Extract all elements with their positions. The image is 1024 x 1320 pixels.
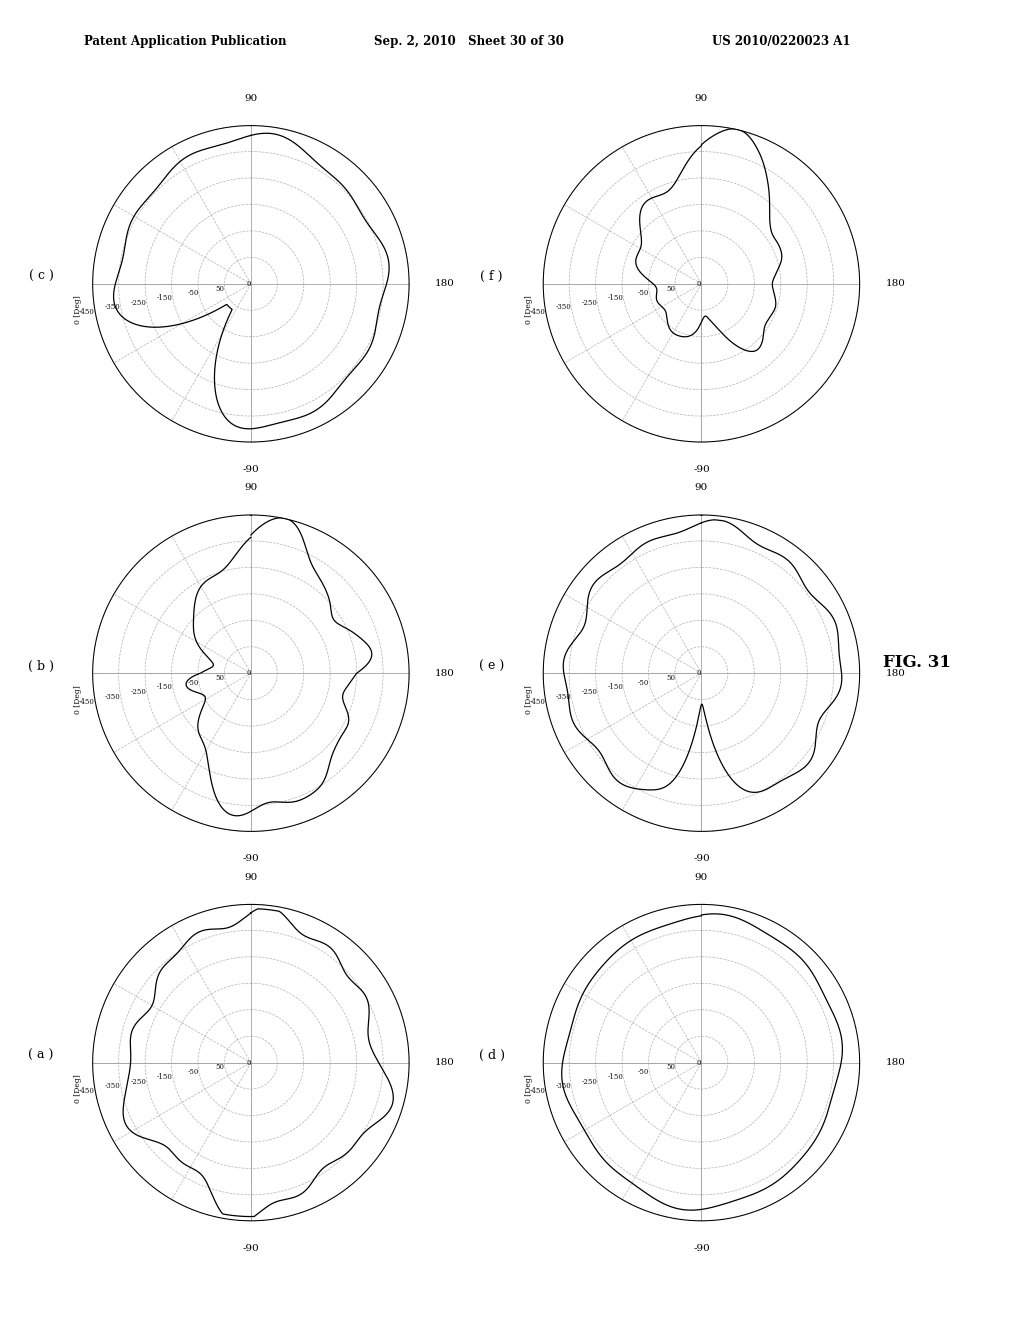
Text: -50: -50: [187, 678, 199, 686]
Text: 50: 50: [216, 285, 225, 293]
Text: 180: 180: [886, 669, 905, 677]
Text: 90: 90: [695, 873, 708, 882]
Text: 90: 90: [245, 483, 257, 492]
Text: -150: -150: [157, 1073, 173, 1081]
Text: -450: -450: [79, 1086, 95, 1096]
Text: -250: -250: [131, 688, 146, 696]
Text: -50: -50: [638, 1068, 649, 1076]
Text: -90: -90: [243, 854, 259, 863]
Text: -250: -250: [131, 1077, 146, 1085]
Text: -50: -50: [187, 1068, 199, 1076]
Text: -450: -450: [79, 308, 95, 317]
Text: -50: -50: [638, 289, 649, 297]
Text: FIG. 31: FIG. 31: [883, 653, 950, 671]
Text: 90: 90: [245, 94, 257, 103]
Text: 0: 0: [697, 669, 701, 677]
Text: -150: -150: [157, 684, 173, 692]
Text: -350: -350: [556, 693, 571, 701]
Text: ( f ): ( f ): [480, 271, 503, 284]
Text: -350: -350: [556, 304, 571, 312]
Text: 50: 50: [667, 1064, 676, 1072]
Text: -250: -250: [582, 298, 597, 306]
Text: 90: 90: [695, 483, 708, 492]
Text: -90: -90: [693, 1243, 710, 1253]
Text: -150: -150: [607, 1073, 624, 1081]
Text: 90: 90: [245, 873, 257, 882]
Text: 0: 0: [247, 1059, 251, 1067]
Text: -90: -90: [243, 465, 259, 474]
Text: -90: -90: [693, 854, 710, 863]
Text: -350: -350: [556, 1082, 571, 1090]
Text: 0 [Deg]: 0 [Deg]: [75, 1074, 82, 1104]
Text: -150: -150: [607, 294, 624, 302]
Text: -90: -90: [243, 1243, 259, 1253]
Text: -250: -250: [582, 1077, 597, 1085]
Text: 180: 180: [886, 1059, 905, 1067]
Text: 0 [Deg]: 0 [Deg]: [525, 685, 532, 714]
Text: 50: 50: [667, 675, 676, 682]
Text: ( e ): ( e ): [479, 660, 504, 673]
Text: -350: -350: [105, 304, 121, 312]
Text: 0: 0: [697, 280, 701, 288]
Text: Patent Application Publication: Patent Application Publication: [84, 34, 287, 48]
Text: 180: 180: [435, 280, 455, 288]
Text: 0: 0: [247, 280, 251, 288]
Text: US 2010/0220023 A1: US 2010/0220023 A1: [712, 34, 850, 48]
Text: -250: -250: [131, 298, 146, 306]
Text: -50: -50: [638, 678, 649, 686]
Text: ( c ): ( c ): [29, 271, 53, 284]
Text: 0 [Deg]: 0 [Deg]: [75, 296, 82, 325]
Text: -150: -150: [157, 294, 173, 302]
Text: 0: 0: [247, 669, 251, 677]
Text: 50: 50: [667, 285, 676, 293]
Text: 0 [Deg]: 0 [Deg]: [75, 685, 82, 714]
Text: -50: -50: [187, 289, 199, 297]
Text: -250: -250: [582, 688, 597, 696]
Text: -450: -450: [529, 1086, 546, 1096]
Text: Sep. 2, 2010   Sheet 30 of 30: Sep. 2, 2010 Sheet 30 of 30: [374, 34, 563, 48]
Text: ( d ): ( d ): [478, 1049, 505, 1063]
Text: -150: -150: [607, 684, 624, 692]
Text: 0: 0: [697, 1059, 701, 1067]
Text: 0 [Deg]: 0 [Deg]: [525, 1074, 532, 1104]
Text: -450: -450: [529, 697, 546, 706]
Text: -450: -450: [79, 697, 95, 706]
Text: 90: 90: [695, 94, 708, 103]
Text: -350: -350: [105, 1082, 121, 1090]
Text: 50: 50: [216, 1064, 225, 1072]
Text: ( a ): ( a ): [29, 1049, 53, 1063]
Text: 50: 50: [216, 675, 225, 682]
Text: 180: 180: [435, 669, 455, 677]
Text: 180: 180: [886, 280, 905, 288]
Text: -450: -450: [529, 308, 546, 317]
Text: ( b ): ( b ): [28, 660, 54, 673]
Text: 0 [Deg]: 0 [Deg]: [525, 296, 532, 325]
Text: -350: -350: [105, 693, 121, 701]
Text: 180: 180: [435, 1059, 455, 1067]
Text: -90: -90: [693, 465, 710, 474]
